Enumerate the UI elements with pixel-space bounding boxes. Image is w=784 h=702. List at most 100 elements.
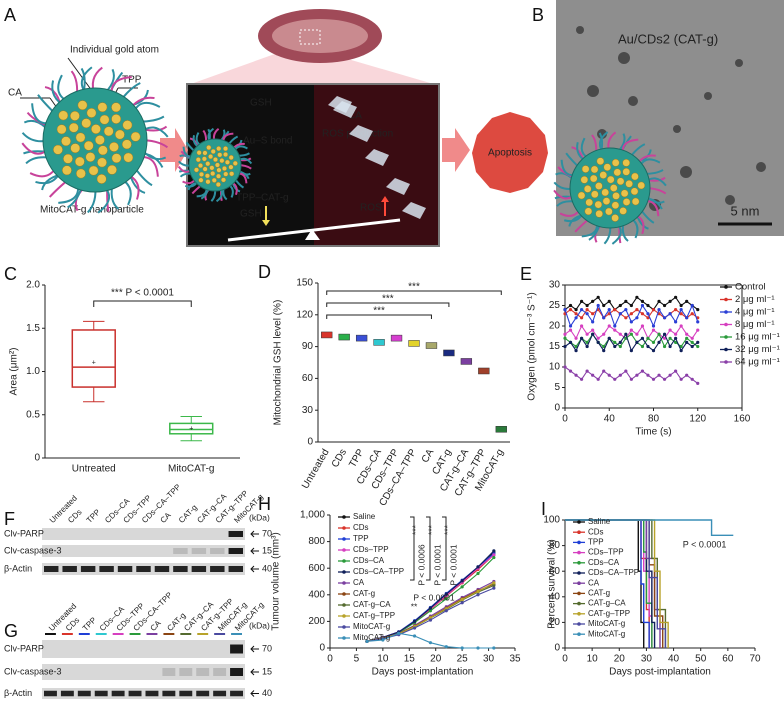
row-label: β-Actin (4, 688, 32, 698)
size-label: 15 (262, 666, 272, 676)
point (428, 641, 433, 645)
point (591, 320, 595, 324)
x-axis-label: Days post-implantation (609, 667, 711, 678)
legend-marker (577, 571, 581, 575)
size-label: 70 (262, 528, 272, 538)
tem-particle (587, 85, 599, 97)
blot-band (162, 668, 176, 676)
legend-label: Control (735, 282, 766, 293)
y-tick-label: 90 (302, 341, 314, 352)
y-tick-label: 30 (549, 280, 561, 291)
annotation: *** P < 0.0001 (111, 288, 174, 299)
point (690, 377, 694, 381)
y-tick-label: 200 (308, 616, 325, 627)
gold-atom (99, 114, 110, 125)
bracket (426, 516, 431, 581)
point (428, 606, 433, 610)
point (476, 589, 480, 594)
blot-strip (42, 640, 245, 658)
cell-fragment (333, 101, 357, 118)
y-axis-label: Mitochondrial GSH level (%) (273, 300, 284, 426)
blot-band (228, 531, 243, 537)
gold-atom (75, 132, 86, 143)
point (579, 316, 584, 320)
blot-band (44, 566, 59, 572)
point (492, 553, 496, 557)
point (640, 324, 645, 328)
legend-marker (577, 530, 581, 534)
legend-marker (724, 322, 728, 327)
point (657, 308, 661, 312)
legend-marker (724, 297, 728, 302)
point (460, 579, 464, 583)
legend-marker (577, 622, 581, 626)
gold-atom (96, 174, 107, 184)
gold-atom (121, 139, 132, 150)
gold-atom (622, 198, 631, 206)
gold-atom (599, 171, 608, 179)
legend-marker (577, 612, 581, 616)
gold-atom (123, 152, 134, 163)
blot-band (213, 668, 227, 676)
x-tick-label: 50 (695, 654, 707, 665)
bar (321, 331, 333, 339)
y-tick-label: 10 (549, 362, 561, 373)
gold-atom (228, 154, 234, 161)
y-tick-label: 30 (302, 405, 314, 416)
annotation: P < 0.0001 (448, 544, 458, 585)
point (696, 308, 700, 312)
point (492, 555, 496, 560)
bracket (326, 302, 450, 307)
row-label: Clv-caspase-3 (4, 666, 62, 676)
blot-band (162, 690, 176, 697)
legend-marker (577, 540, 581, 545)
legend-label: Saline (353, 512, 376, 521)
blot-band (173, 548, 188, 554)
point (460, 601, 464, 605)
point (690, 340, 694, 344)
gold-atom (202, 166, 208, 172)
gold-atom (613, 168, 622, 177)
point (668, 373, 672, 377)
size-arrow (250, 530, 259, 538)
tem-particle (725, 195, 735, 205)
gold-atom (76, 168, 86, 179)
annotation: P < 0.0006 (416, 544, 426, 585)
gold-atom (196, 150, 202, 156)
blot-band (228, 548, 243, 554)
y-tick-label: 5 (554, 382, 560, 393)
point (640, 369, 645, 373)
legend-label: TPP (353, 534, 369, 543)
blot-strip (42, 545, 245, 557)
point (563, 332, 567, 336)
gold-atom (232, 160, 238, 166)
blot-band (191, 566, 207, 572)
series-line (564, 324, 699, 340)
point (563, 308, 567, 312)
gold-atom (222, 146, 229, 152)
gold-atom (107, 164, 117, 175)
apoptosis-badge (472, 112, 548, 193)
point (602, 303, 606, 308)
point (602, 369, 606, 373)
size-label: 15 (262, 545, 272, 555)
legend-label: CA (588, 578, 600, 587)
panel-label: D (258, 262, 271, 282)
x-tick-label: 120 (689, 414, 706, 425)
legend-marker (342, 570, 346, 574)
unit-label: (kDa) (249, 620, 270, 630)
y-tick-label: 0 (554, 403, 560, 414)
gold-atom (590, 165, 599, 174)
gold-atom (224, 159, 231, 165)
y-tick-label: 20 (549, 617, 561, 628)
point (674, 340, 678, 344)
annotation: P < 0.0001 (413, 592, 454, 602)
y-tick-label: 80 (549, 540, 561, 551)
x-tick-label: 5 (354, 654, 360, 665)
y-tick-label: 400 (308, 589, 325, 600)
point (657, 340, 661, 344)
point (624, 369, 628, 373)
blot-band (230, 668, 243, 676)
y-tick-label: 2.0 (26, 280, 40, 291)
annotation: Individual gold atom (70, 45, 159, 56)
